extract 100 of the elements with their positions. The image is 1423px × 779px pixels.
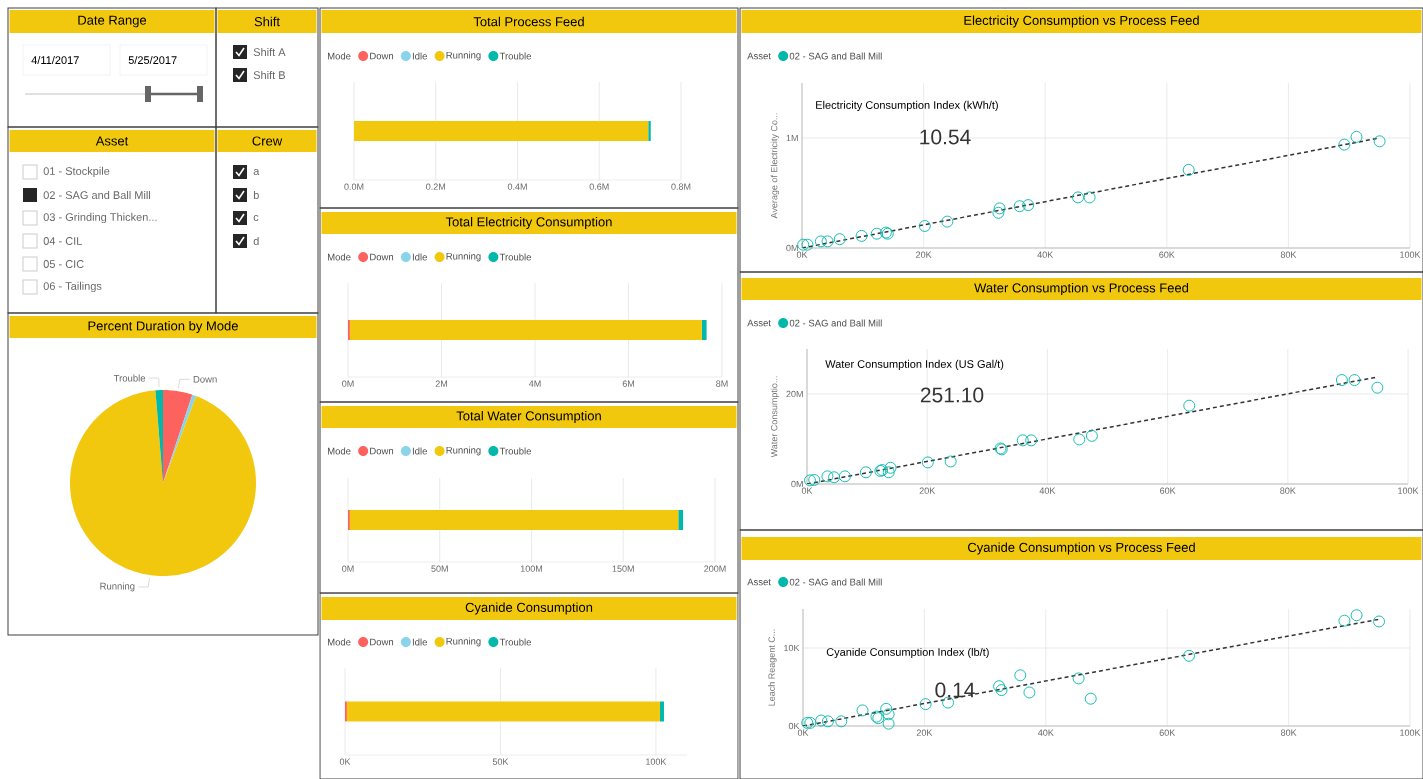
- x-tick-label: 80K: [1281, 729, 1297, 736]
- chart-title: Electricity Consumption vs Process Feed: [964, 15, 1199, 28]
- chart-title: Cyanide Consumption: [465, 602, 593, 615]
- legend-title: Asset: [747, 319, 771, 327]
- x-tick-label: 0.8M: [671, 183, 691, 190]
- text: 05 - CIC: [43, 260, 84, 268]
- y-tick-label: 20M: [786, 390, 803, 398]
- legend-title: Asset: [747, 52, 771, 60]
- x-tick-label: 100K: [1400, 251, 1421, 258]
- x-tick-label: 8M: [716, 380, 728, 387]
- point: [1072, 672, 1085, 685]
- y-axis-title: Average of Electricity Co...: [770, 113, 780, 219]
- slice-label: Trouble: [113, 374, 146, 382]
- x-tick-label: 6M: [622, 380, 635, 387]
- x-tick-label: 0K: [339, 758, 351, 765]
- legend-title: Mode: [327, 253, 351, 261]
- x-tick-label: 0M: [342, 380, 354, 387]
- point: [821, 470, 834, 483]
- point: [804, 474, 816, 487]
- legend-label: Trouble: [499, 447, 531, 455]
- legend-label: Trouble: [499, 638, 531, 646]
- text: c: [253, 214, 259, 222]
- point: [1085, 429, 1098, 442]
- text: 5/25/2017: [128, 55, 177, 65]
- annotation: 251.10: [920, 387, 984, 403]
- legend-title: Mode: [327, 447, 351, 455]
- point: [880, 702, 893, 715]
- text: d: [253, 236, 259, 246]
- point: [1373, 135, 1386, 148]
- point: [919, 698, 932, 711]
- bar: [701, 319, 707, 340]
- chart-title: Water Consumption vs Process Feed: [974, 282, 1189, 296]
- text: a: [253, 168, 260, 176]
- point: [870, 227, 883, 240]
- x-tick-label: 20K: [916, 729, 933, 736]
- point: [1073, 433, 1086, 446]
- text: 01 - Stockpile: [43, 166, 110, 178]
- x-tick-label: 0.0M: [344, 183, 364, 190]
- legend-label: Idle: [412, 52, 427, 60]
- x-tick-label: 4M: [528, 380, 541, 387]
- legend-label: Running: [446, 51, 481, 61]
- x-tick-label: 80K: [1280, 251, 1297, 258]
- bar: [346, 701, 660, 722]
- legend-label: 02 - SAG and Ball Mill: [789, 52, 882, 60]
- text: Date Range: [78, 15, 147, 28]
- x-tick-label: 20K: [919, 487, 936, 494]
- y-axis-title: Leach Reagent C...: [768, 629, 777, 706]
- bar: [678, 509, 684, 530]
- point: [1023, 686, 1036, 699]
- legend-label: Down: [370, 52, 394, 60]
- text: 02 - SAG and Ball Mill: [43, 190, 151, 200]
- x-tick-label: 40K: [1039, 487, 1056, 494]
- chart-title: Total Electricity Consumption: [445, 216, 612, 230]
- point: [1348, 374, 1361, 386]
- point: [993, 680, 1006, 693]
- point: [859, 466, 872, 479]
- x-tick-label: 60K: [1160, 487, 1176, 494]
- point: [1014, 669, 1027, 682]
- legend-label: 02 - SAG and Ball Mill: [789, 578, 882, 586]
- point: [918, 220, 931, 232]
- legend-label: 02 - SAG and Ball Mill: [789, 319, 882, 327]
- chart-title: Cyanide Consumption vs Process Feed: [968, 542, 1195, 555]
- point: [1371, 381, 1384, 394]
- legend-label: Idle: [412, 638, 427, 646]
- y-tick-label: 0M: [786, 244, 798, 252]
- point: [1013, 200, 1026, 213]
- point: [882, 708, 895, 721]
- legend-label: Idle: [412, 253, 427, 261]
- x-tick-label: 100M: [520, 565, 543, 572]
- point: [1022, 199, 1035, 212]
- point: [835, 715, 848, 728]
- x-tick-label: 40K: [1037, 251, 1054, 258]
- x-tick-label: 0.2M: [426, 183, 446, 190]
- point: [801, 238, 814, 251]
- legend-label: Idle: [412, 447, 427, 455]
- point: [1350, 609, 1363, 622]
- legend-title: Mode: [327, 52, 351, 60]
- x-tick-label: 200M: [704, 565, 726, 572]
- legend-label: Down: [370, 253, 394, 261]
- point: [797, 238, 810, 251]
- x-tick-label: 100K: [1400, 729, 1421, 736]
- point: [993, 202, 1006, 215]
- point: [1016, 434, 1029, 447]
- point: [1335, 374, 1348, 386]
- point: [821, 715, 834, 728]
- legend-title: Asset: [747, 578, 771, 586]
- point: [838, 470, 851, 483]
- point: [1338, 138, 1351, 151]
- chart-title: Total Process Feed: [473, 16, 584, 27]
- x-tick-label: 100K: [1398, 487, 1419, 494]
- text: Shift A: [253, 47, 286, 57]
- point: [944, 455, 957, 468]
- text: b: [253, 190, 259, 200]
- point: [815, 714, 828, 727]
- slice-label: Running: [100, 582, 135, 592]
- bar: [659, 701, 664, 722]
- x-tick-label: 0K: [797, 729, 809, 736]
- x-tick-label: 150M: [612, 565, 634, 572]
- legend-label: Trouble: [499, 253, 531, 261]
- x-tick-label: 0M: [342, 565, 354, 572]
